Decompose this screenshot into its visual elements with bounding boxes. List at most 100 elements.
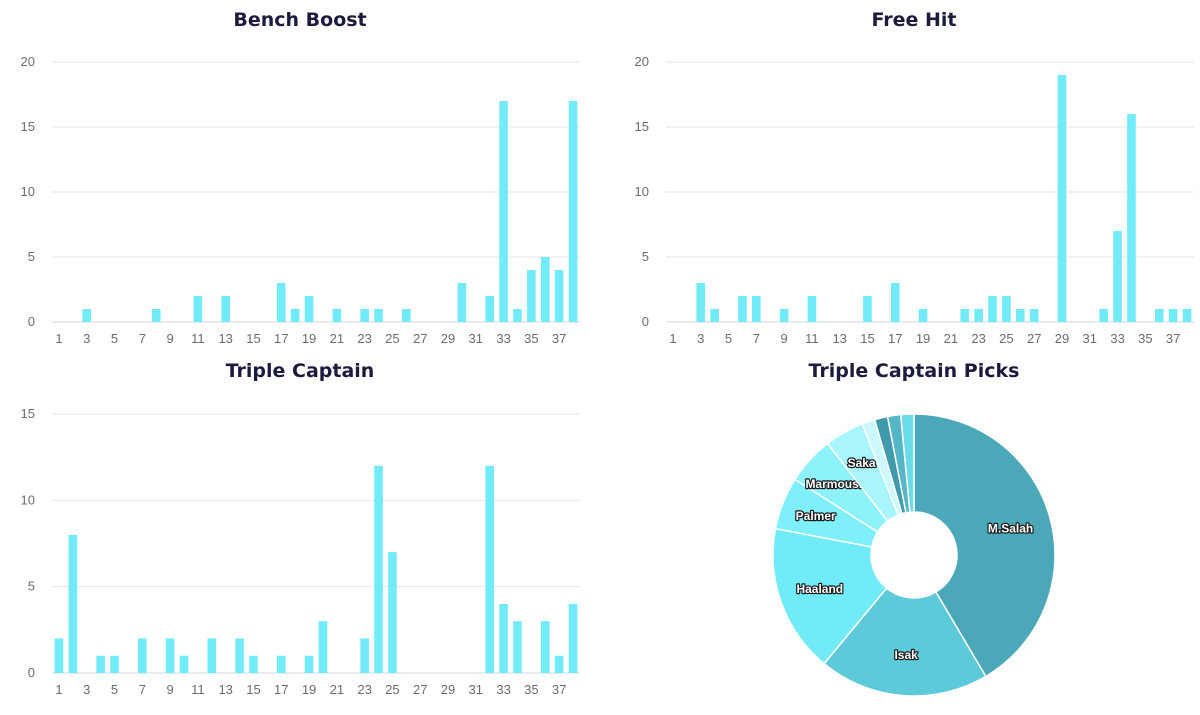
bar-gw38[interactable]: [568, 101, 578, 322]
x-tick-label: 17: [274, 682, 288, 697]
bar-gw19[interactable]: [304, 296, 314, 322]
bar-gw3[interactable]: [82, 309, 92, 322]
bar-gw24[interactable]: [374, 309, 383, 322]
bar-gw25[interactable]: [1002, 296, 1011, 322]
x-tick-label: 1: [55, 331, 62, 346]
bar-gw37[interactable]: [1168, 309, 1178, 322]
pie-slice-haaland[interactable]: [772, 527, 888, 665]
bar-gw8[interactable]: [151, 309, 161, 322]
bar-gw38[interactable]: [568, 603, 578, 673]
bar-gw15[interactable]: [249, 655, 258, 673]
x-tick-label: 5: [725, 331, 732, 346]
bar-gw11[interactable]: [807, 296, 817, 322]
x-tick-label: 35: [524, 682, 538, 697]
bar-gw17[interactable]: [890, 283, 900, 322]
bar-gw37[interactable]: [554, 655, 564, 673]
bar-gw19[interactable]: [918, 309, 928, 322]
y-tick-label: 5: [28, 579, 35, 594]
y-tick-label: 5: [642, 249, 649, 264]
bar-gw36[interactable]: [1154, 309, 1164, 322]
bar-gw14[interactable]: [235, 638, 244, 673]
y-tick-label: 20: [21, 54, 35, 69]
y-tick-label: 0: [28, 665, 35, 680]
bar-gw24[interactable]: [374, 465, 383, 673]
bar-gw23[interactable]: [360, 638, 369, 673]
x-tick-label: 7: [139, 331, 146, 346]
x-tick-label: 9: [166, 682, 173, 697]
x-tick-label: 37: [552, 331, 566, 346]
x-tick-label: 13: [218, 331, 232, 346]
bar-gw18[interactable]: [290, 309, 300, 322]
y-tick-label: 15: [21, 119, 35, 134]
x-tick-label: 21: [330, 682, 344, 697]
bar-gw33[interactable]: [499, 603, 508, 673]
bar-gw29[interactable]: [1057, 75, 1067, 322]
bar-gw13[interactable]: [221, 296, 230, 322]
x-tick-label: 29: [441, 682, 455, 697]
bar-gw6[interactable]: [738, 296, 747, 322]
pie-slice-msalah[interactable]: [913, 413, 1056, 678]
y-tick-label: 15: [635, 119, 649, 134]
bar-gw3[interactable]: [696, 283, 706, 322]
x-tick-label: 3: [83, 331, 90, 346]
x-tick-label: 3: [697, 331, 704, 346]
bar-gw4[interactable]: [710, 309, 719, 322]
bar-gw34[interactable]: [513, 621, 522, 673]
x-tick-label: 35: [1138, 331, 1152, 346]
bar-gw17[interactable]: [276, 283, 286, 322]
bar-gw33[interactable]: [1113, 231, 1122, 322]
bar-gw32[interactable]: [485, 465, 494, 673]
bar-gw36[interactable]: [540, 257, 550, 322]
bar-gw34[interactable]: [1127, 114, 1136, 322]
bar-gw10[interactable]: [179, 655, 189, 673]
bar-gw12[interactable]: [207, 638, 217, 673]
bar-gw30[interactable]: [457, 283, 467, 322]
bar-gw26[interactable]: [402, 309, 411, 322]
bar-gw19[interactable]: [304, 655, 314, 673]
bar-gw2[interactable]: [68, 534, 78, 673]
bar-gw17[interactable]: [276, 655, 286, 673]
bar-gw26[interactable]: [1016, 309, 1025, 322]
bar-gw27[interactable]: [1029, 309, 1039, 322]
x-tick-label: 31: [469, 331, 483, 346]
bar-gw9[interactable]: [165, 638, 175, 673]
x-tick-label: 17: [274, 331, 288, 346]
bar-gw15[interactable]: [863, 296, 872, 322]
bar-gw38[interactable]: [1182, 309, 1192, 322]
bar-gw21[interactable]: [332, 309, 342, 322]
x-tick-label: 7: [753, 331, 760, 346]
y-tick-label: 0: [28, 314, 35, 329]
pie-label: M.Salah: [988, 522, 1033, 536]
bar-gw4[interactable]: [96, 655, 105, 673]
bar-gw37[interactable]: [554, 270, 564, 322]
x-tick-label: 33: [496, 331, 510, 346]
x-tick-label: 13: [218, 682, 232, 697]
bar-gw1[interactable]: [54, 638, 64, 673]
bar-gw32[interactable]: [485, 296, 494, 322]
x-tick-label: 25: [999, 331, 1013, 346]
x-tick-label: 1: [669, 331, 676, 346]
bar-gw7[interactable]: [752, 296, 761, 322]
bar-gw7[interactable]: [138, 638, 147, 673]
x-tick-label: 9: [780, 331, 787, 346]
bar-gw22[interactable]: [960, 309, 970, 322]
bar-gw34[interactable]: [513, 309, 522, 322]
bar-gw23[interactable]: [974, 309, 983, 322]
y-tick-label: 15: [21, 406, 35, 421]
x-tick-label: 3: [83, 682, 90, 697]
pie-slice-other-9[interactable]: [899, 413, 915, 514]
bar-gw25[interactable]: [388, 552, 397, 673]
bar-gw9[interactable]: [779, 309, 789, 322]
bar-gw35[interactable]: [527, 270, 536, 322]
bar-gw24[interactable]: [988, 296, 997, 322]
bar-gw20[interactable]: [318, 621, 328, 673]
bar-gw23[interactable]: [360, 309, 369, 322]
bar-gw11[interactable]: [193, 296, 203, 322]
bar-gw33[interactable]: [499, 101, 508, 322]
bar-gw32[interactable]: [1099, 309, 1108, 322]
y-tick-label: 0: [642, 314, 649, 329]
bar-gw5[interactable]: [110, 655, 119, 673]
bar-gw36[interactable]: [540, 621, 550, 673]
